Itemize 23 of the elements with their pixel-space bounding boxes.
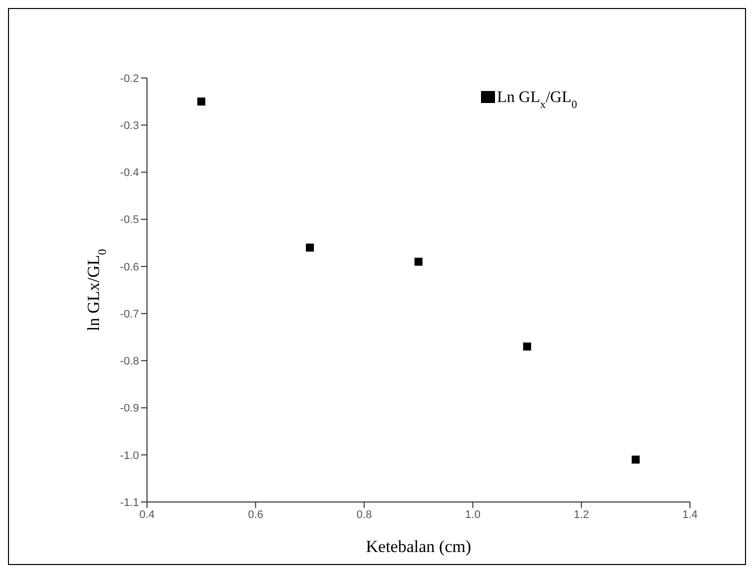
point (414, 258, 422, 266)
x-tick-label: 0.8 (356, 508, 372, 521)
x-tick-label: 0.4 (139, 508, 155, 521)
point (632, 456, 640, 464)
y-tick-label: -1.1 (120, 496, 139, 509)
point (523, 342, 532, 351)
x-tick-label: 1.4 (682, 508, 698, 521)
y-tick-label: -0.5 (120, 214, 139, 226)
y-tick-label: -0.2 (120, 72, 139, 85)
legend-label: Ln GL$_{x}$/GL$_{0}$ (497, 89, 578, 111)
y-tick-label: -0.9 (120, 402, 139, 415)
y-tick-label: -0.8 (120, 356, 139, 368)
y-tick-label: -1.0 (120, 450, 139, 462)
y-tick-label: -0.4 (120, 167, 139, 180)
x-axis-title: Ketebalan (cm) (366, 537, 472, 556)
y-tick-label: -0.6 (120, 261, 139, 274)
point (306, 244, 314, 252)
x-tick-label: 1.0 (465, 508, 480, 521)
x-tick-label: 0.6 (248, 508, 264, 521)
point (197, 98, 206, 106)
x-tick-label: 1.2 (574, 508, 590, 521)
y-tick-label: -0.3 (120, 120, 139, 132)
y-tick-label: -0.7 (120, 308, 139, 320)
